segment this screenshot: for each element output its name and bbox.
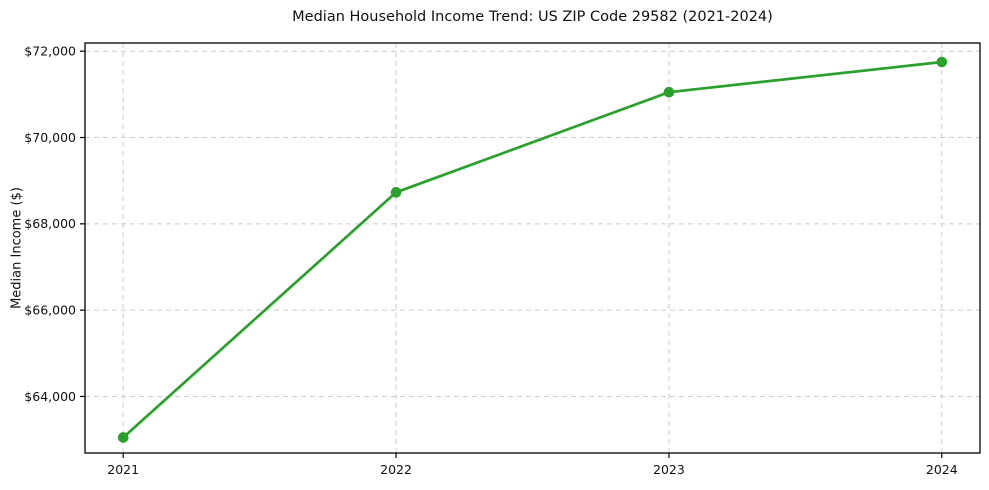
data-point-2023 <box>663 86 675 98</box>
x-tick-label: 2021 <box>107 462 139 477</box>
chart-title: Median Household Income Trend: US ZIP Co… <box>292 9 773 25</box>
data-point-2024 <box>936 56 948 68</box>
data-point-2022 <box>390 187 402 198</box>
y-tick-label: $70,000 <box>24 130 76 145</box>
y-tick-label: $68,000 <box>24 216 76 231</box>
plot-border <box>84 42 981 454</box>
y-tick-label: $72,000 <box>24 44 76 59</box>
x-tick-label: 2024 <box>926 462 958 477</box>
x-tick-label: 2022 <box>380 462 412 477</box>
y-tick-label: $64,000 <box>24 389 76 404</box>
data-point-2021 <box>117 432 129 443</box>
y-tick-label: $66,000 <box>24 302 76 317</box>
x-tick-label: 2023 <box>653 462 685 477</box>
trend-line <box>121 60 944 439</box>
